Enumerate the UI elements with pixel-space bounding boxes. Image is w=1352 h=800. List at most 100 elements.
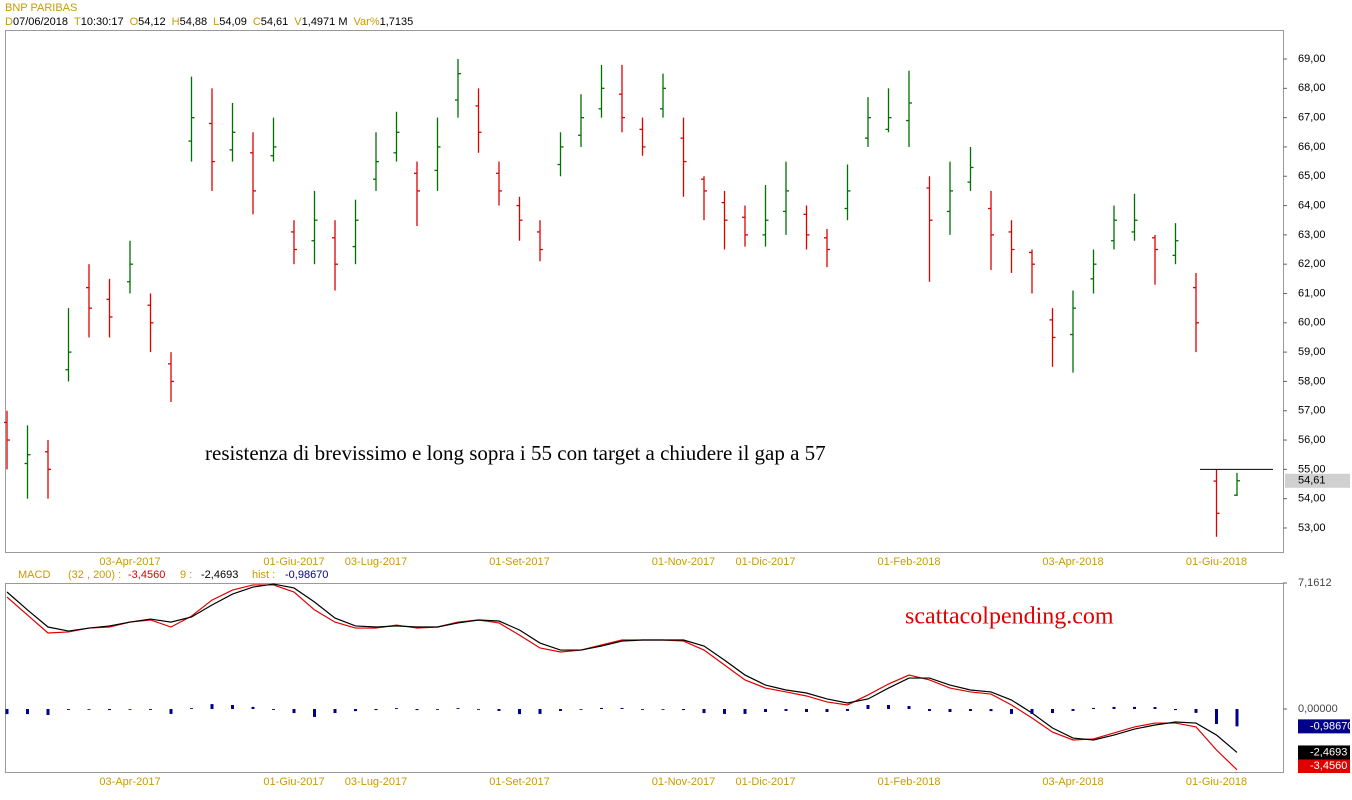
y-tick-label: 65,00: [1298, 170, 1326, 182]
hist-bar: [26, 709, 29, 715]
y-tick-label: 54,00: [1298, 493, 1326, 505]
hist-bar: [1194, 709, 1198, 713]
hist-bar: [559, 709, 562, 711]
legend-value: -0,98670: [285, 569, 328, 581]
hist-bar: [251, 706, 255, 710]
hist-bar: [682, 709, 685, 711]
hist-bar: [210, 704, 214, 710]
hist-bar: [866, 704, 870, 710]
hist-bar: [456, 708, 460, 710]
hist-bar: [1235, 709, 1239, 727]
y-tick-label: 67,00: [1298, 112, 1326, 124]
hist-bar: [825, 709, 829, 712]
y-tick-label: 58,00: [1298, 375, 1326, 387]
hist-bar: [108, 709, 111, 711]
hist-bar: [497, 709, 501, 711]
hist-bar: [354, 709, 357, 712]
hist-bar: [374, 709, 378, 711]
header-key: C: [253, 16, 261, 28]
value-box-label: -0,98670: [1310, 720, 1352, 732]
legend-name: (32 , 200) :: [68, 569, 121, 581]
hist-bar: [948, 709, 952, 712]
hist-bar: [1051, 709, 1054, 714]
legend-name: 9 :: [180, 569, 192, 581]
hist-bar: [846, 709, 849, 711]
hist-bar: [5, 709, 9, 715]
hist-bar: [1030, 709, 1034, 714]
header-value: 07/06/2018: [13, 16, 68, 28]
hist-bar: [661, 709, 665, 710]
hist-bar: [928, 709, 931, 711]
hist-bar: [1133, 706, 1136, 710]
hist-bar: [190, 708, 193, 710]
hist-bar: [989, 709, 993, 712]
y-tick-label: 62,00: [1298, 258, 1326, 270]
header-value: 54,88: [180, 16, 208, 28]
value-box: [1298, 745, 1350, 760]
header-key: T: [74, 16, 81, 28]
x-tick-label: 01-Nov-2017: [652, 556, 716, 568]
hist-bar: [313, 709, 316, 717]
value-box: [1298, 719, 1350, 734]
hist-bar: [272, 709, 275, 710]
value-box-label: -3,4560: [1310, 760, 1347, 772]
x-tick-label: 03-Lug-2017: [345, 776, 407, 788]
hist-bar: [1153, 707, 1157, 710]
hist-bar: [292, 709, 296, 714]
hist-bar: [87, 709, 91, 710]
last-price-box: [1285, 473, 1350, 488]
hist-bar: [907, 706, 911, 710]
x-tick-label: 01-Feb-2018: [878, 776, 941, 788]
x-tick-label: 01-Giu-2018: [1186, 556, 1247, 568]
hist-bar: [579, 709, 583, 710]
x-tick-label: 03-Lug-2017: [345, 556, 407, 568]
hist-bar: [641, 709, 644, 710]
annotation: resistenza di brevissimo e long sopra i …: [205, 441, 826, 465]
hist-bar: [784, 709, 788, 711]
hist-bar: [477, 709, 480, 710]
x-tick-label: 01-Dic-2017: [736, 556, 796, 568]
hist-bar: [1010, 709, 1013, 714]
x-tick-label: 01-Set-2017: [489, 776, 550, 788]
hist-bar: [1092, 707, 1095, 710]
y-tick-label: 56,00: [1298, 434, 1326, 446]
hist-bar: [67, 709, 70, 710]
legend-value: -2,4693: [201, 569, 238, 581]
x-tick-label: 01-Feb-2018: [878, 556, 941, 568]
x-tick-label: 01-Giu-2017: [263, 556, 324, 568]
hist-bar: [1174, 709, 1177, 711]
y-tick-label: 69,00: [1298, 53, 1326, 65]
hist-bar: [333, 709, 337, 714]
hist-bar: [1112, 706, 1116, 710]
x-tick-label: 01-Dic-2017: [736, 776, 796, 788]
hist-bar: [1215, 709, 1218, 724]
hist-bar: [538, 709, 542, 714]
macd-line: [6, 584, 1238, 771]
x-tick-label: 01-Giu-2017: [263, 776, 324, 788]
macd-frame: [5, 583, 1284, 773]
legend-value: -3,4560: [128, 569, 165, 581]
x-tick-label: 03-Apr-2018: [1042, 776, 1103, 788]
header: D07/06/2018 T10:30:17 O54,12 H54,88 L54,09 C5…: [5, 16, 413, 28]
hist-bar: [764, 709, 767, 712]
y-tick-label: 60,00: [1298, 317, 1326, 329]
y-tick-label: 0,00000: [1298, 703, 1338, 715]
last-price-label: 54,61: [1298, 475, 1326, 487]
header-value: 54,12: [138, 16, 166, 28]
hist-bar: [620, 707, 624, 710]
title: BNP PARIBAS: [5, 2, 77, 14]
header-key: L: [213, 16, 219, 28]
header-key: D: [5, 16, 13, 28]
hist-bar: [702, 709, 706, 714]
header-value: 1,7135: [380, 16, 414, 28]
x-tick-label: 03-Apr-2017: [99, 776, 160, 788]
hist-bar: [1071, 709, 1075, 711]
hist-bar: [149, 709, 152, 710]
hist-bar: [436, 709, 439, 710]
header-key: V: [294, 16, 302, 28]
y-tick-label: 61,00: [1298, 287, 1326, 299]
x-tick-label: 01-Giu-2018: [1186, 776, 1247, 788]
y-tick-label: 68,00: [1298, 82, 1326, 94]
